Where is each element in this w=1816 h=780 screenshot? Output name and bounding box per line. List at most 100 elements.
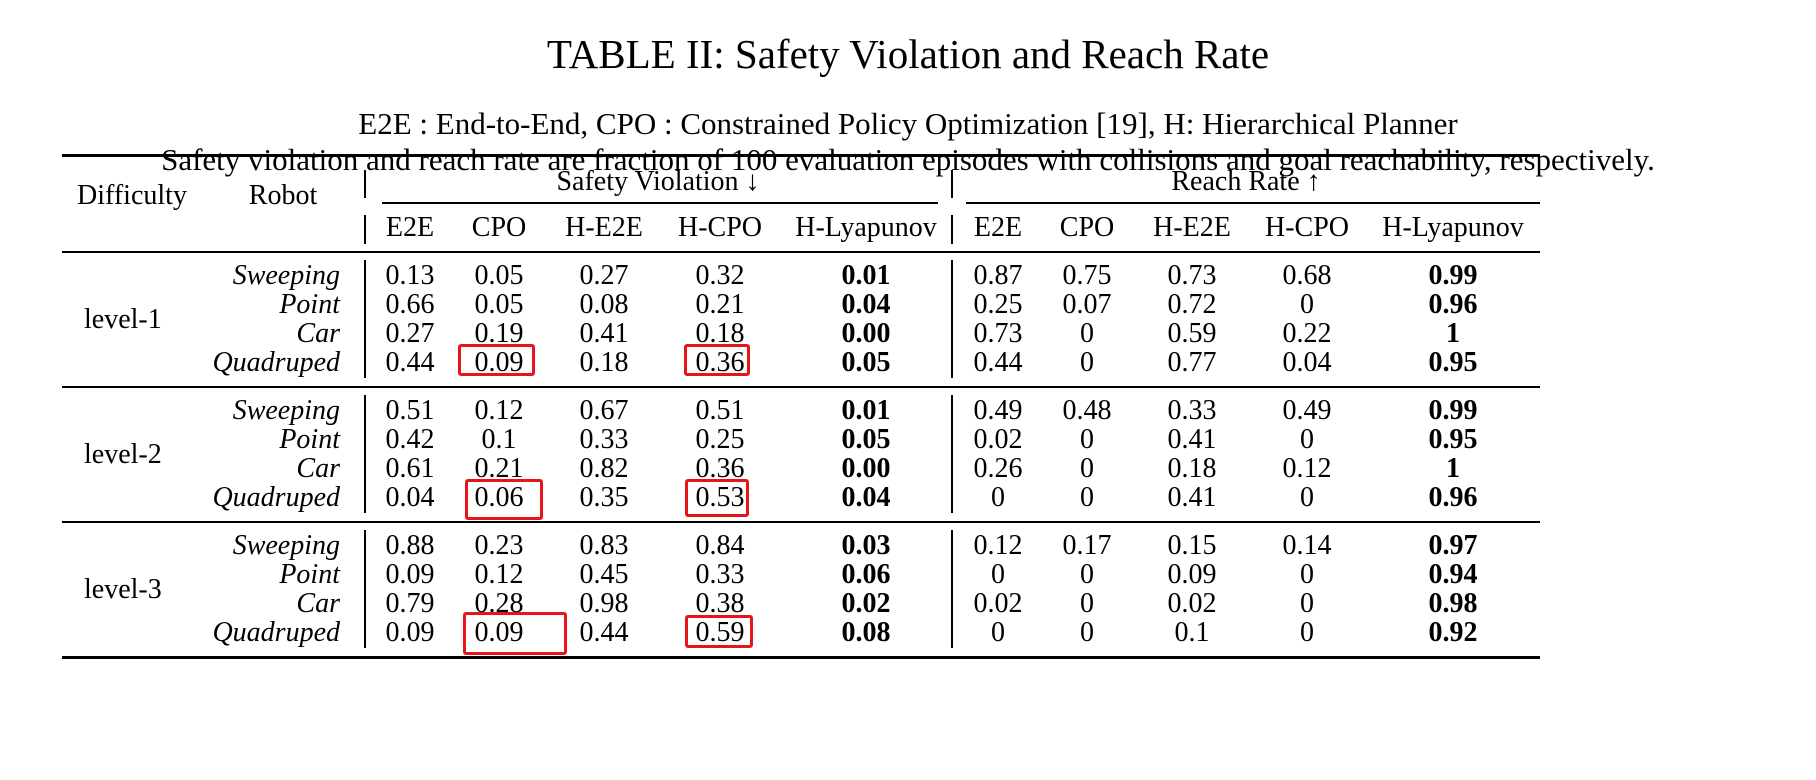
- reach-cell: 0.33: [1167, 395, 1217, 426]
- safety-cell: 0.05: [474, 260, 524, 291]
- safety-cell: 0.03: [841, 530, 891, 561]
- reach-cell: 0.02: [973, 424, 1023, 455]
- safety-cell: 0.41: [579, 318, 629, 349]
- group-separator-2: [62, 521, 1540, 523]
- robot-name: Point: [279, 424, 340, 455]
- reach-cell: 0.77: [1167, 347, 1217, 378]
- reach-cell: 0.41: [1167, 424, 1217, 455]
- reach-cell: 0.14: [1282, 530, 1332, 561]
- robot-name: Quadruped: [212, 347, 340, 378]
- robot-name: Sweeping: [232, 260, 340, 291]
- safety-cell: 0.04: [385, 482, 435, 513]
- reach-cell: 0: [1300, 424, 1314, 455]
- vrule-header-right-sub: [951, 215, 953, 244]
- reach-cell: 0: [1080, 617, 1094, 648]
- level-label: level-2: [84, 439, 162, 470]
- safety-cell: 0.98: [579, 588, 629, 619]
- safety-cell: 0.27: [385, 318, 435, 349]
- reach-cell: 0: [991, 559, 1005, 590]
- safety-cell: 0.02: [841, 588, 891, 619]
- safety-cell: 0.13: [385, 260, 435, 291]
- header-reach-h-lyapunov: H-Lyapunov: [1382, 212, 1524, 243]
- reach-cell: 0: [1080, 424, 1094, 455]
- safety-cell: 0.12: [474, 559, 524, 590]
- highlight-box-level-1-h-cpo: [684, 344, 750, 376]
- reach-cell: 0: [991, 617, 1005, 648]
- safety-cell: 0.33: [579, 424, 629, 455]
- safety-cell: 0.1: [481, 424, 517, 455]
- header-safety-e2e: E2E: [385, 212, 435, 243]
- reach-cell: 0.49: [973, 395, 1023, 426]
- robot-name: Sweeping: [232, 530, 340, 561]
- vrule-left-group-3: [364, 530, 366, 648]
- safety-cell: 0.45: [579, 559, 629, 590]
- header-safety-violation: Safety Violation ↓: [556, 166, 760, 197]
- safety-cell: 0.25: [695, 424, 745, 455]
- safety-cell: 0.18: [695, 318, 745, 349]
- safety-cell: 0.06: [474, 482, 524, 513]
- safety-cell: 0.06: [841, 559, 891, 590]
- reach-cell: 0: [1080, 559, 1094, 590]
- safety-cell: 0.04: [841, 482, 891, 513]
- robot-name: Quadruped: [212, 617, 340, 648]
- safety-cell: 0.27: [579, 260, 629, 291]
- header-safety-h-e2e: H-E2E: [565, 212, 643, 243]
- group-underline-safety: [382, 202, 938, 204]
- reach-cell: 0.99: [1428, 260, 1478, 291]
- reach-cell: 0.59: [1167, 318, 1217, 349]
- safety-cell: 0.36: [695, 347, 745, 378]
- reach-cell: 0: [1300, 588, 1314, 619]
- safety-cell: 0.32: [695, 260, 745, 291]
- safety-cell: 0.44: [579, 617, 629, 648]
- reach-cell: 0.04: [1282, 347, 1332, 378]
- safety-cell: 0.05: [841, 347, 891, 378]
- reach-cell: 0.94: [1428, 559, 1478, 590]
- safety-cell: 0.83: [579, 530, 629, 561]
- reach-cell: 0.02: [973, 588, 1023, 619]
- reach-cell: 0.73: [973, 318, 1023, 349]
- safety-cell: 0.00: [841, 453, 891, 484]
- reach-cell: 0.97: [1428, 530, 1478, 561]
- reach-cell: 0.26: [973, 453, 1023, 484]
- header-safety-h-cpo: H-CPO: [677, 212, 763, 243]
- reach-cell: 0.09: [1167, 559, 1217, 590]
- reach-cell: 0.95: [1428, 347, 1478, 378]
- safety-cell: 0.12: [474, 395, 524, 426]
- highlight-box-level-2-h-cpo: [685, 479, 749, 517]
- level-label: level-3: [84, 574, 162, 605]
- reach-cell: 0.95: [1428, 424, 1478, 455]
- safety-cell: 0.82: [579, 453, 629, 484]
- safety-cell: 0.79: [385, 588, 435, 619]
- safety-cell: 0.09: [474, 347, 524, 378]
- reach-cell: 0: [1080, 347, 1094, 378]
- group-separator-1: [62, 386, 1540, 388]
- safety-cell: 0.88: [385, 530, 435, 561]
- safety-cell: 0.09: [385, 559, 435, 590]
- group-underline-reach: [966, 202, 1540, 204]
- robot-name: Car: [296, 318, 340, 349]
- safety-cell: 0.05: [841, 424, 891, 455]
- safety-cell: 0.38: [695, 588, 745, 619]
- robot-name: Quadruped: [212, 482, 340, 513]
- reach-cell: 0: [1300, 289, 1314, 320]
- level-label: level-1: [84, 304, 162, 335]
- header-reach-h-e2e: H-E2E: [1153, 212, 1231, 243]
- reach-cell: 0.96: [1428, 289, 1478, 320]
- reach-cell: 0.15: [1167, 530, 1217, 561]
- reach-cell: 0.44: [973, 347, 1023, 378]
- safety-cell: 0.44: [385, 347, 435, 378]
- safety-cell: 0.09: [474, 617, 524, 648]
- robot-name: Car: [296, 588, 340, 619]
- reach-cell: 1: [1446, 318, 1460, 349]
- reach-cell: 0.99: [1428, 395, 1478, 426]
- safety-cell: 0.21: [474, 453, 524, 484]
- safety-cell: 0.04: [841, 289, 891, 320]
- vrule-header-left-top: [364, 170, 366, 198]
- reach-cell: 0.48: [1062, 395, 1112, 426]
- highlight-box-level-3-h-cpo: [685, 615, 753, 648]
- reach-cell: 0: [1080, 453, 1094, 484]
- vrule-right-group-3: [951, 530, 953, 648]
- reach-cell: 0.02: [1167, 588, 1217, 619]
- reach-cell: 0.73: [1167, 260, 1217, 291]
- reach-cell: 0: [1300, 482, 1314, 513]
